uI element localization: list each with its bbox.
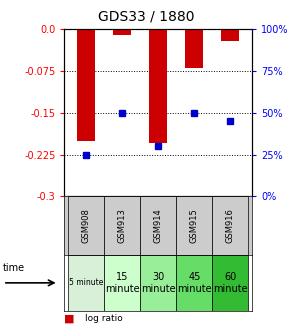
Text: time: time: [3, 263, 25, 273]
Text: 5 minute: 5 minute: [69, 278, 103, 287]
Text: 45
minute: 45 minute: [177, 272, 212, 294]
Bar: [176, 255, 212, 311]
Text: 60
minute: 60 minute: [213, 272, 248, 294]
Bar: [149, 29, 167, 143]
Bar: [176, 196, 212, 255]
Bar: [104, 255, 140, 311]
Bar: [140, 255, 176, 311]
Text: ■: ■: [64, 314, 75, 324]
Text: GSM915: GSM915: [190, 208, 199, 243]
Text: GSM908: GSM908: [81, 208, 91, 243]
Text: 15
minute: 15 minute: [105, 272, 139, 294]
Bar: [104, 196, 140, 255]
Bar: [140, 196, 176, 255]
Text: GSM916: GSM916: [226, 208, 235, 243]
Bar: [185, 29, 203, 68]
Bar: [68, 196, 104, 255]
Text: GSM914: GSM914: [154, 208, 163, 243]
Text: GDS33 / 1880: GDS33 / 1880: [98, 10, 195, 24]
Text: 30
minute: 30 minute: [141, 272, 176, 294]
Text: GSM913: GSM913: [118, 208, 127, 243]
Text: log ratio: log ratio: [85, 314, 123, 323]
Bar: [68, 255, 104, 311]
Bar: [221, 29, 239, 41]
Bar: [77, 29, 95, 141]
Bar: [113, 29, 131, 35]
Bar: [212, 196, 248, 255]
Bar: [212, 255, 248, 311]
